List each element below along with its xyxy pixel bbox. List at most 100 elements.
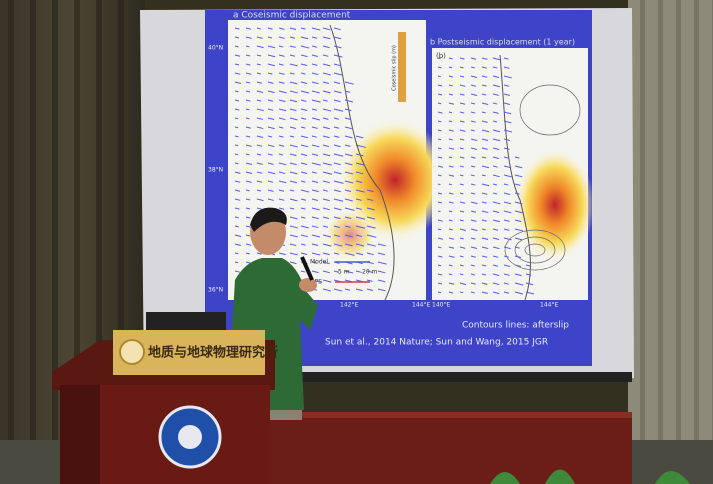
- vector: [437, 147, 442, 150]
- vector: [366, 270, 373, 273]
- vector: [459, 273, 464, 276]
- vector: [377, 252, 386, 256]
- vector: [245, 216, 251, 219]
- screen-bar: [300, 372, 632, 382]
- vector: [256, 99, 262, 102]
- vector: [245, 171, 253, 175]
- vector: [503, 255, 509, 258]
- table: [270, 412, 632, 484]
- vector: [503, 174, 512, 178]
- vector: [492, 129, 501, 133]
- vector: [448, 219, 453, 222]
- vector: [322, 198, 330, 202]
- vector: [245, 252, 250, 255]
- vector: [333, 72, 343, 76]
- vector: [448, 246, 455, 249]
- vector: [322, 261, 330, 265]
- vector: [503, 246, 511, 250]
- colorbar-title: Coseismic slip (m): [392, 45, 398, 91]
- vector: [333, 252, 340, 255]
- table-edge: [270, 412, 632, 418]
- vector: [448, 138, 453, 141]
- vector: [256, 144, 263, 147]
- vector: [245, 36, 252, 39]
- vector: [355, 189, 365, 193]
- vector: [278, 36, 285, 39]
- vector: [300, 144, 309, 148]
- vector: [459, 57, 465, 60]
- vector: [245, 54, 251, 57]
- vector: [256, 135, 264, 139]
- vector: [311, 216, 319, 220]
- vector: [311, 72, 319, 76]
- vector: [366, 288, 374, 291]
- vector: [481, 255, 488, 258]
- fold: [694, 0, 699, 470]
- vector: [448, 192, 454, 195]
- vector: [322, 243, 332, 247]
- vector: [333, 225, 340, 228]
- vector: [503, 183, 509, 186]
- panel-title: b Postseismic displacement (1 year): [430, 38, 575, 47]
- fold: [30, 0, 36, 470]
- vector: [234, 261, 239, 264]
- vector: [300, 99, 307, 102]
- vector: [459, 255, 464, 258]
- vector: [514, 246, 520, 249]
- vector: [344, 144, 351, 147]
- vector: [322, 126, 330, 130]
- vector: [256, 45, 264, 49]
- vector: [470, 192, 476, 195]
- vector: [300, 225, 309, 229]
- vector: [245, 81, 251, 84]
- vector: [514, 228, 524, 232]
- vector: [311, 189, 319, 193]
- vector: [355, 198, 362, 201]
- vector: [344, 270, 354, 274]
- lon-label: 144°E: [540, 302, 558, 309]
- vector: [278, 135, 284, 138]
- vector: [333, 90, 342, 94]
- vector: [492, 264, 499, 267]
- vector: [267, 117, 275, 121]
- sign-text: 地质与地球物理研究所: [148, 345, 278, 361]
- vector: [322, 135, 330, 139]
- vector: [470, 264, 475, 267]
- vector: [470, 201, 478, 205]
- vector: [289, 90, 298, 94]
- emblem-center: [178, 425, 202, 449]
- fold: [96, 0, 102, 470]
- vector: [470, 246, 478, 250]
- vector: [289, 144, 298, 148]
- vector: [481, 138, 489, 141]
- vector: [278, 54, 285, 57]
- vector: [322, 72, 331, 76]
- vector: [322, 54, 329, 57]
- vector: [503, 138, 510, 141]
- vector: [514, 165, 523, 169]
- vector: [437, 66, 442, 69]
- vector: [437, 228, 442, 231]
- vector: [256, 189, 262, 192]
- vector: [459, 102, 466, 105]
- vector: [448, 201, 454, 204]
- vector: [234, 153, 239, 156]
- vector: [234, 207, 240, 210]
- vector: [333, 270, 339, 273]
- vector: [459, 111, 465, 114]
- vector: [289, 225, 298, 229]
- vector: [437, 201, 443, 204]
- vector: [322, 117, 329, 120]
- vector: [459, 147, 464, 150]
- vector: [459, 93, 465, 96]
- vector: [355, 234, 363, 237]
- vector: [267, 90, 275, 94]
- vector: [481, 192, 488, 195]
- vector: [503, 282, 509, 285]
- vector: [256, 36, 263, 39]
- vector: [470, 174, 475, 177]
- vector: [344, 180, 354, 184]
- vector: [492, 210, 500, 214]
- vector: [311, 36, 318, 39]
- vector: [311, 117, 321, 121]
